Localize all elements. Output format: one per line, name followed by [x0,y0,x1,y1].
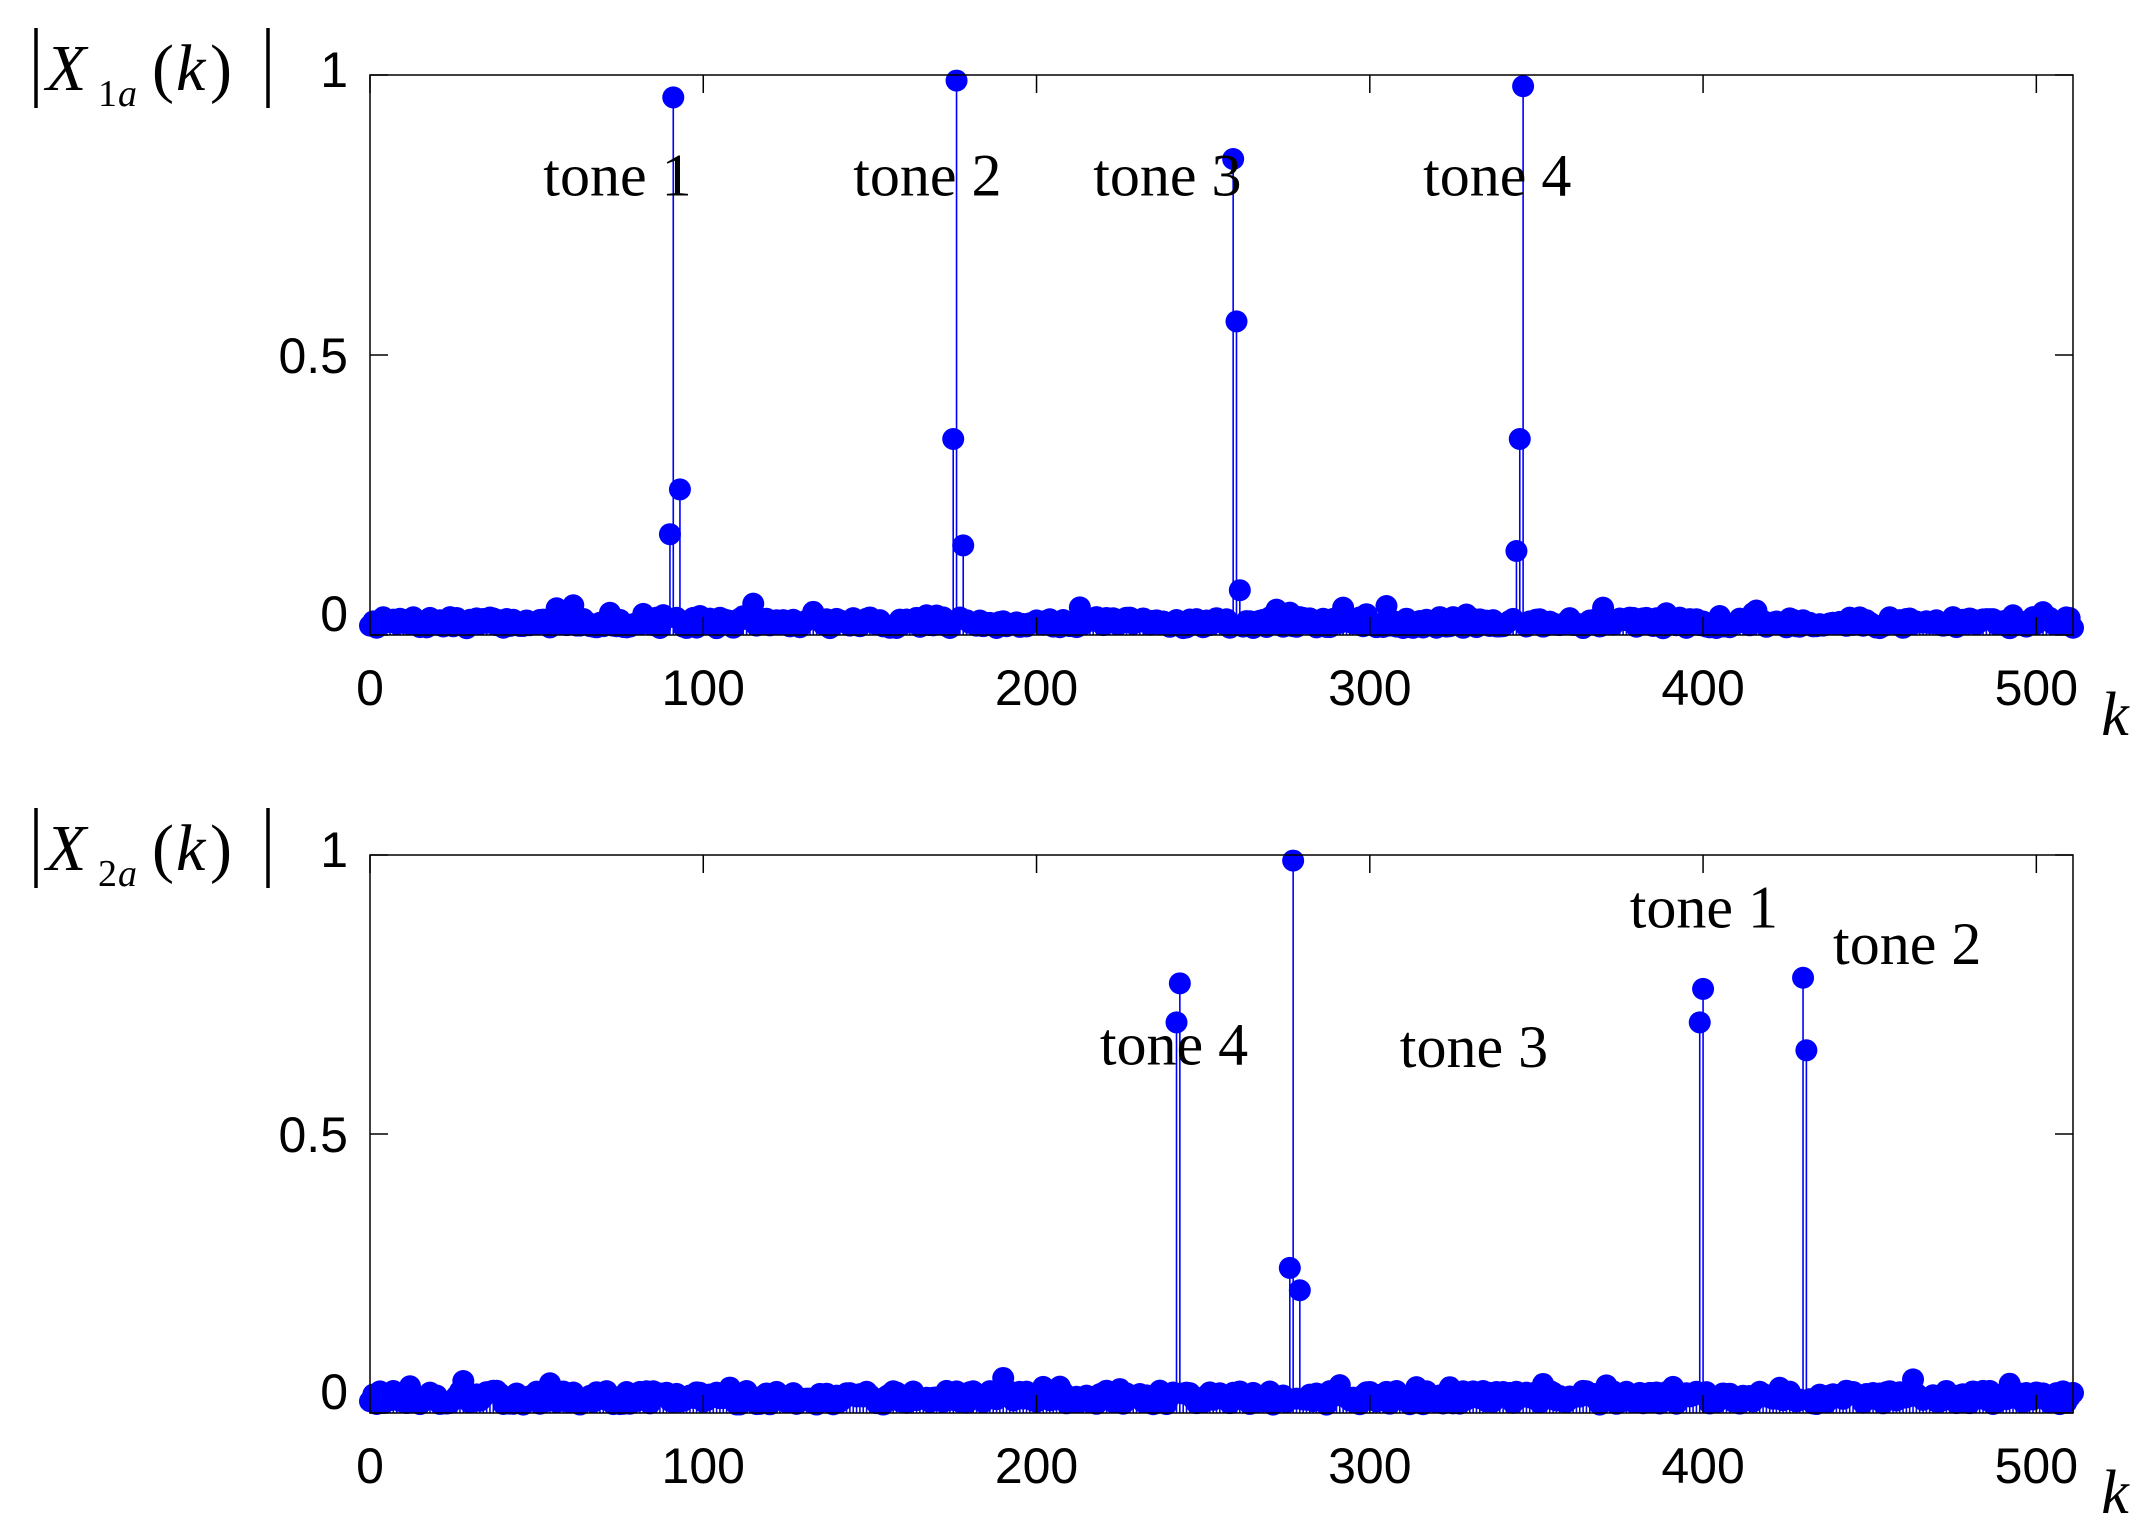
tone-label: tone 4 [1100,1011,1248,1077]
y-tick-label: 0.5 [278,1107,348,1163]
data-point [1222,148,1245,170]
y-label-paren-open: ( [152,32,174,105]
data-point [1688,1011,1711,1034]
y-tick-label: 0 [320,1364,348,1420]
x-tick-label: 400 [1661,660,1744,716]
y-axis: 00.51 [278,822,2073,1420]
annotations: tone 1 tone 2 tone 3 tone 4 [543,142,1571,208]
data-point [1288,1279,1311,1302]
x-tick-label: 100 [662,1438,745,1494]
data-point [1505,540,1528,562]
x-axis: 0 100 200 300 400 500 [356,75,2078,716]
data-point [1278,1256,1301,1279]
x-tick-label: 500 [1995,1438,2078,1494]
data-point [1508,428,1531,450]
y-label-sub-num: 1 [98,73,117,115]
y-label-sub-var: a [118,853,137,895]
y-label-paren-close: ) [210,812,232,885]
y-label-sub-var: a [118,73,137,115]
data-point [945,69,968,92]
y-tick-label: 0 [320,586,348,642]
y-label-sub-num: 2 [98,853,117,895]
data-point [662,86,685,109]
tone-label: tone 3 [1400,1014,1548,1080]
x-tick-label: 200 [995,1438,1078,1494]
data-point [1165,1011,1188,1034]
stems [369,860,2074,1413]
tone-label: tone 3 [1093,142,1241,208]
y-label-arg: k [176,32,207,105]
x-tick-label: 500 [1995,660,2078,716]
y-tick-label: 0.5 [278,328,348,384]
x-tick-label: 200 [995,660,1078,716]
x-tick-label: 300 [1328,1438,1411,1494]
x-tick-label: 400 [1661,1438,1744,1494]
tone-label: tone 2 [1833,911,1981,977]
markers [359,849,2084,1416]
tone-label: tone 1 [1630,875,1778,941]
y-label-paren-close: ) [210,32,232,105]
y-axis-label: X 1 a (k) [34,28,270,115]
axes-frame [369,854,2074,1414]
markers [359,69,2084,640]
data-point [1168,972,1191,995]
data-point [1792,966,1815,989]
x-axis: 0 100 200 300 400 500 [356,855,2078,1494]
y-tick-label: 1 [320,42,348,98]
y-label-arg: k [176,812,207,885]
tone-label: tone 4 [1423,142,1571,208]
data-point [1692,977,1715,1000]
annotations: tone 4 tone 3 tone 1 tone 2 [1100,875,1982,1081]
data-point [1225,310,1248,333]
x-tick-label: 0 [356,1438,384,1494]
tone-label: tone 1 [543,142,691,208]
x-tick-label: 0 [356,660,384,716]
y-tick-label: 1 [320,822,348,878]
data-point [658,523,681,546]
data-point [668,478,691,501]
data-point [952,534,975,557]
x-axis-label: k [2101,681,2130,749]
x-axis-label: k [2101,1459,2130,1527]
data-point [1282,849,1305,872]
data-point [1228,579,1251,602]
y-axis-label: X 2 a (k) [34,808,270,895]
data-point [1512,75,1535,98]
y-label-paren-open: ( [152,812,174,885]
y-label-symbol: X [43,812,89,885]
y-axis: 00.51 [278,42,2073,642]
x-tick-label: 100 [662,660,745,716]
tone-label: tone 2 [853,142,1001,208]
y-label-symbol: X [43,32,89,105]
data-point [942,428,965,450]
data-point [1795,1039,1818,1062]
x-tick-label: 300 [1328,660,1411,716]
